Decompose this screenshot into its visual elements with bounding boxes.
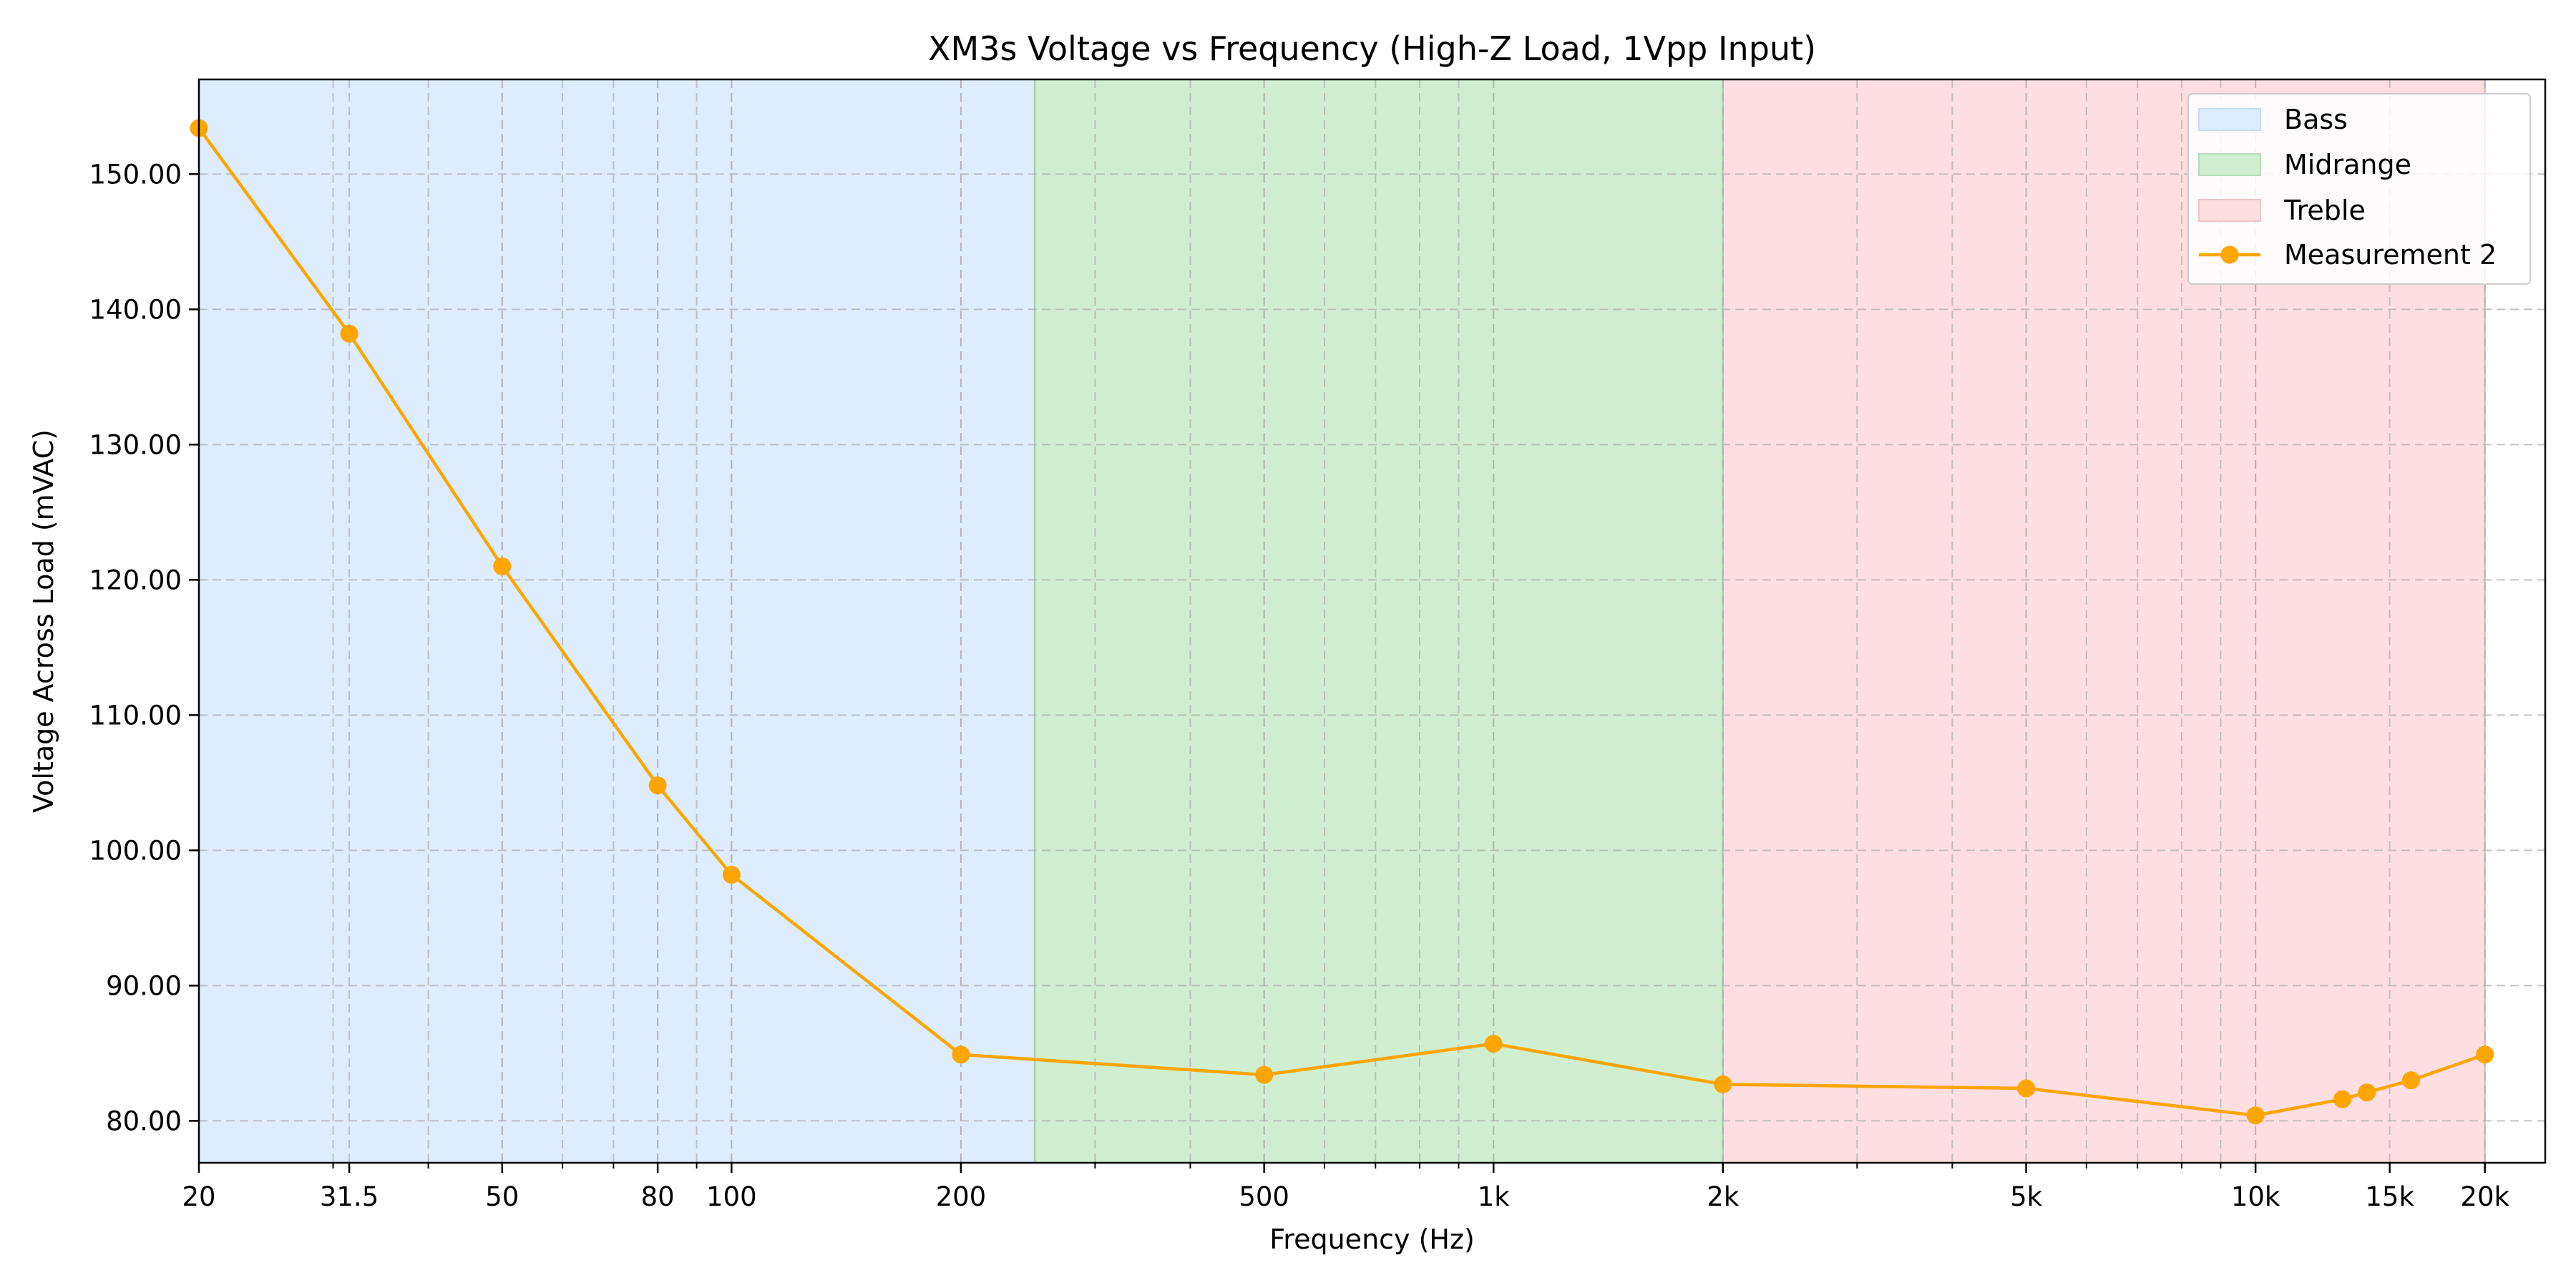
axis-ticks: 20 31.5 50 80 100 200 500 1k 2k 5k 10k 15k 20k 80.00 9… — [89, 159, 2510, 1212]
data-point — [493, 557, 512, 575]
x-tick-label: 20 — [182, 1181, 215, 1212]
x-tick-label: 200 — [936, 1181, 987, 1212]
data-point — [1484, 1035, 1503, 1053]
data-point — [952, 1045, 970, 1064]
chart-title: XM3s Voltage vs Frequency (High-Z Load, … — [928, 29, 1816, 68]
frequency-bands — [199, 79, 2486, 1163]
x-tick-label: 15k — [2365, 1181, 2414, 1212]
x-tick-label: 20k — [2460, 1181, 2509, 1212]
x-axis-label: Frequency (Hz) — [1269, 1224, 1475, 1255]
data-point — [340, 324, 358, 343]
legend: Bass Midrange Treble Measurement 2 — [2187, 93, 2531, 285]
data-point — [2333, 1090, 2351, 1108]
legend-label-bass: Bass — [2284, 104, 2348, 135]
x-tick-label: 2k — [1707, 1181, 1740, 1212]
data-point — [2358, 1083, 2376, 1102]
x-tick-label: 10k — [2231, 1181, 2280, 1212]
x-tick-label: 100 — [706, 1181, 757, 1212]
series-layer — [190, 119, 2494, 1125]
x-tick-label: 80 — [641, 1181, 675, 1212]
band-bass — [199, 79, 1035, 1163]
legend-marker-measurement-2 — [2220, 245, 2239, 264]
data-point — [722, 865, 741, 884]
data-point — [1255, 1065, 1274, 1084]
plot-frame — [197, 78, 2547, 1164]
y-tick-label: 110.00 — [89, 700, 182, 731]
data-point — [2476, 1045, 2494, 1064]
legend-swatch-treble — [2198, 199, 2261, 222]
legend-box — [2187, 93, 2531, 285]
y-tick-label: 90.00 — [106, 970, 182, 1001]
legend-swatch-bass — [2198, 108, 2261, 131]
x-tick-label: 5k — [2010, 1181, 2043, 1212]
y-tick-label: 80.00 — [106, 1106, 182, 1136]
x-tick-label: 50 — [485, 1181, 519, 1212]
y-tick-label: 150.00 — [89, 159, 182, 190]
band-midrange — [1035, 79, 1723, 1163]
legend-label-midrange: Midrange — [2284, 149, 2411, 180]
x-tick-label: 31.5 — [320, 1181, 379, 1212]
legend-label-treble: Treble — [2283, 195, 2366, 226]
y-tick-label: 130.00 — [89, 429, 182, 460]
x-tick-label: 500 — [1239, 1181, 1289, 1212]
x-tick-label: 1k — [1478, 1181, 1511, 1212]
legend-label-measurement-2: Measurement 2 — [2284, 239, 2497, 270]
y-tick-label: 120.00 — [89, 565, 182, 595]
data-point — [2246, 1106, 2265, 1125]
y-tick-label: 140.00 — [89, 294, 182, 325]
y-axis-label: Voltage Across Load (mVAC) — [28, 429, 59, 813]
data-point — [1714, 1075, 1732, 1093]
data-point — [2017, 1079, 2036, 1098]
data-point — [648, 776, 667, 795]
data-point — [2401, 1071, 2420, 1090]
legend-swatch-midrange — [2198, 153, 2261, 176]
y-tick-label: 100.00 — [89, 835, 182, 866]
